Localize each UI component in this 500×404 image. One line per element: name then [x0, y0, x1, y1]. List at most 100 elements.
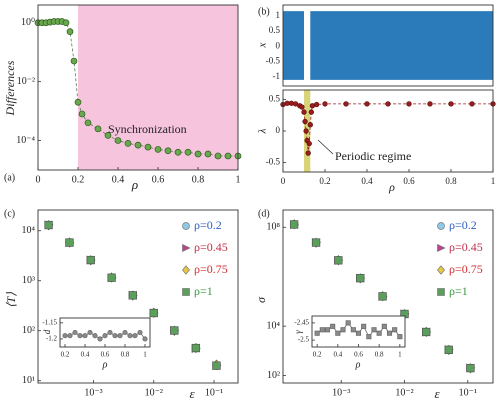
data-point	[77, 333, 83, 339]
data-point	[149, 308, 158, 318]
data-point	[355, 330, 362, 336]
legend-marker	[437, 265, 445, 275]
y-axis-label: σ	[254, 296, 268, 303]
y-tick-label: -1.2	[46, 335, 58, 343]
y-axis-label: Differences	[3, 60, 17, 116]
y-axis-label: d	[42, 329, 52, 334]
data-point	[385, 101, 391, 107]
data-point	[86, 255, 95, 265]
legend-label: ρ=0.75	[449, 262, 483, 276]
data-point	[87, 329, 93, 336]
data-point	[62, 333, 68, 339]
x-tick-label: 10⁻¹	[459, 387, 477, 398]
data-point	[62, 19, 70, 27]
y-tick-label: 10⁻²	[17, 76, 35, 87]
data-point	[371, 327, 377, 333]
x-tick-label: 10⁻²	[395, 387, 413, 398]
data-point	[307, 122, 313, 128]
x-axis-label: ρ	[102, 359, 108, 370]
data-point	[104, 132, 112, 139]
data-point	[82, 333, 88, 339]
data-point	[117, 333, 123, 339]
data-point	[134, 141, 142, 149]
panel-label: (c)	[4, 208, 15, 219]
x-tick-label: 0.4	[333, 351, 342, 359]
data-point	[299, 104, 305, 110]
data-point	[378, 292, 387, 301]
y-tick-label: 10²	[22, 325, 35, 336]
data-point	[308, 109, 315, 115]
x-axis-label: ρ	[131, 177, 138, 192]
panel-label: (d)	[258, 208, 270, 219]
legend-label: ρ=0.75	[194, 262, 228, 276]
data-point	[170, 326, 179, 335]
data-point	[322, 101, 328, 107]
x-tick-label: 0.4	[81, 351, 90, 359]
data-point	[335, 330, 341, 336]
bifurcation-band	[283, 11, 304, 80]
y-axis-label: x	[257, 42, 269, 48]
x-tick-label: 0.2	[319, 176, 330, 186]
x-tick-label: 1	[143, 351, 147, 359]
plot-frame	[59, 317, 151, 348]
plot-frame	[282, 89, 494, 173]
data-point	[124, 140, 132, 147]
data-point	[137, 329, 143, 336]
x-tick-label: 0.8	[375, 351, 384, 359]
x-tick-label: 0.6	[152, 174, 165, 185]
data-point	[305, 150, 311, 156]
bifurcation-band	[310, 11, 493, 80]
y-axis-label: ⟨T⟩	[4, 292, 18, 308]
data-point	[444, 345, 453, 354]
data-point	[288, 100, 295, 106]
y-tick-label: 10⁻⁴	[16, 135, 35, 146]
data-point	[224, 152, 232, 160]
data-point	[324, 327, 331, 333]
y-tick-label: 10³	[22, 275, 35, 286]
data-point	[361, 323, 367, 329]
panel-label: (b)	[258, 6, 270, 17]
legend-marker	[437, 243, 446, 253]
y-tick-label: -0.5	[266, 157, 281, 167]
y-tick-label: -2.45	[294, 318, 309, 326]
y-tick-label: 10⁸	[267, 222, 281, 233]
x-tick-label: 1	[491, 176, 496, 186]
x-tick-label: 0.4	[112, 174, 125, 185]
data-point	[144, 143, 152, 151]
data-point	[313, 101, 320, 108]
data-point	[142, 336, 148, 342]
data-point	[204, 150, 212, 158]
data-point	[469, 101, 475, 107]
data-point	[330, 323, 336, 329]
data-point	[78, 110, 86, 118]
x-tick-label: 0.4	[361, 176, 373, 186]
data-point	[356, 274, 365, 283]
x-tick-label: 0.2	[72, 174, 85, 185]
data-point	[114, 137, 122, 144]
x-tick-label: 0.2	[61, 351, 70, 359]
data-point	[84, 119, 92, 127]
data-point	[340, 327, 346, 333]
data-point	[164, 147, 172, 155]
legend-label: ρ=0.2	[449, 218, 477, 232]
data-point	[67, 333, 73, 339]
x-tick-label: 0.8	[121, 351, 130, 359]
annotation: Periodic regime	[335, 149, 411, 163]
x-tick-label: 10⁻¹	[205, 387, 223, 398]
data-point	[214, 152, 222, 160]
y-tick-label: 0.5	[269, 94, 281, 104]
annotation-arrow	[317, 139, 334, 155]
data-point	[122, 329, 128, 336]
data-point	[128, 291, 138, 300]
legend-marker	[182, 243, 191, 253]
x-tick-label: 10⁻³	[84, 387, 102, 398]
y-tick-label: -2.5	[298, 336, 310, 344]
y-axis-label: γ	[293, 330, 303, 334]
data-point	[366, 334, 372, 340]
legend-marker	[182, 288, 190, 296]
data-point	[65, 238, 74, 247]
data-point	[44, 220, 53, 230]
data-point	[381, 323, 387, 329]
panel-label: (a)	[4, 172, 15, 183]
